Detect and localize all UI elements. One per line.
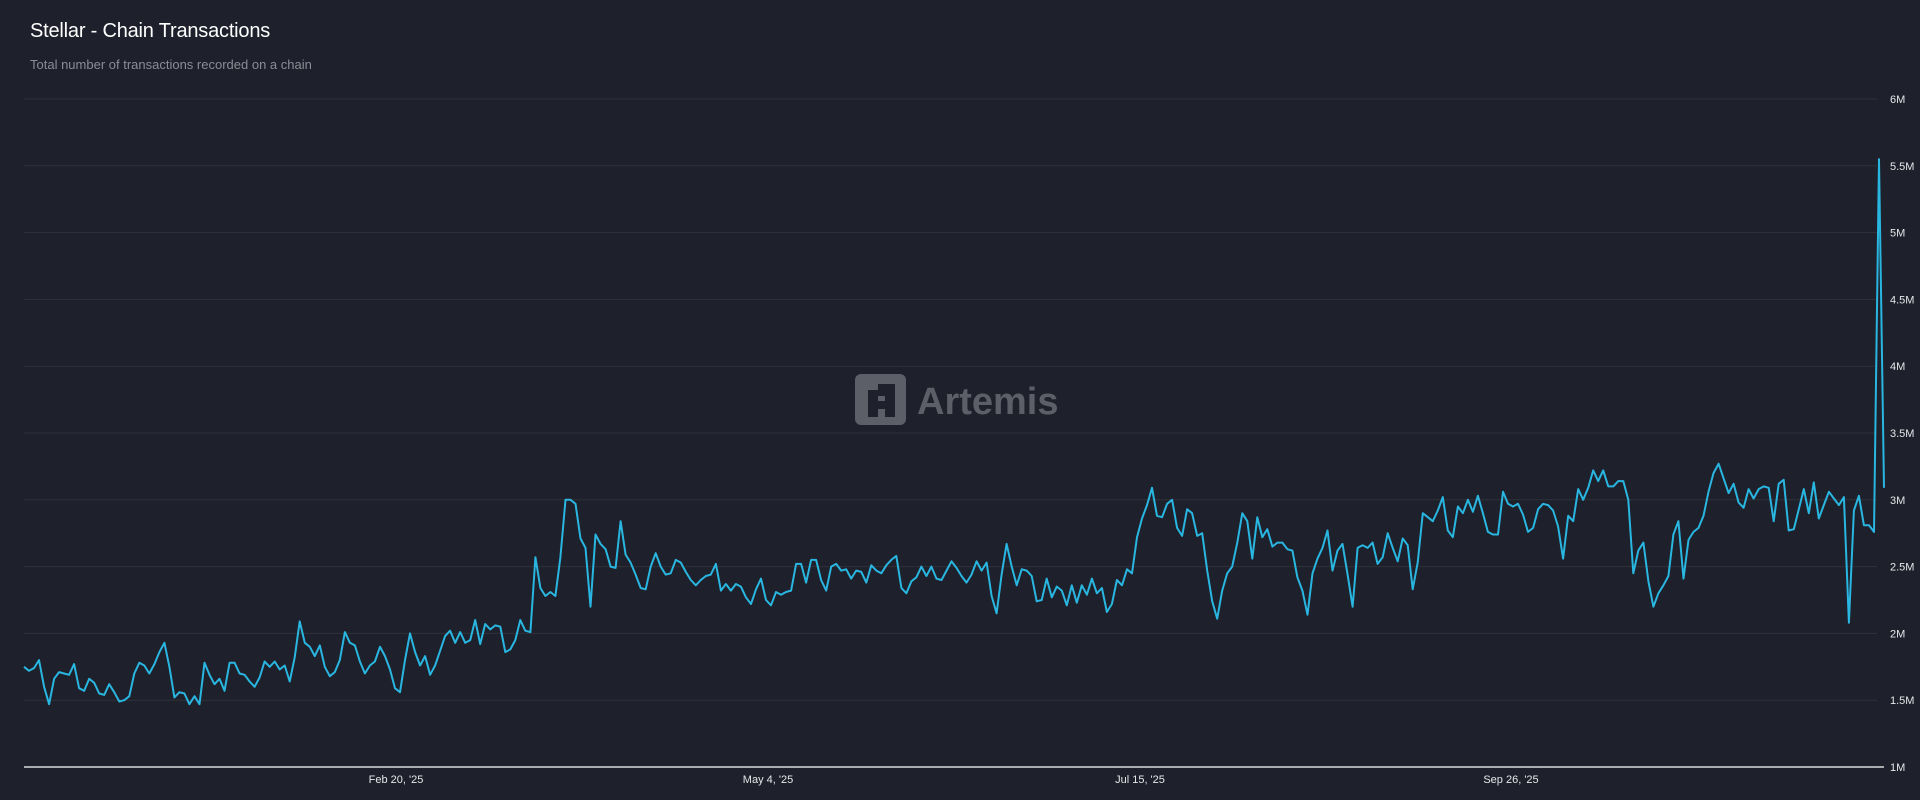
- y-tick-label: 4.5M: [1890, 294, 1914, 306]
- x-axis: Feb 20, '25 May 4, '25 Jul 15, '25 Sep 26, …: [369, 774, 1539, 786]
- x-tick-label: Sep 26, '25: [1483, 774, 1538, 786]
- y-tick-label: 1.5M: [1890, 695, 1914, 707]
- chart-subtitle: Total number of transactions recorded on…: [30, 57, 312, 72]
- y-tick-label: 5M: [1890, 228, 1905, 240]
- artemis-watermark: Artemis: [855, 374, 1059, 425]
- watermark-label: Artemis: [917, 381, 1059, 423]
- y-tick-label: 3M: [1890, 495, 1905, 507]
- y-tick-label: 5.5M: [1890, 161, 1914, 173]
- y-tick-label: 3.5M: [1890, 428, 1914, 440]
- x-tick-label: Feb 20, '25: [369, 774, 424, 786]
- series-line[interactable]: [23, 158, 1885, 706]
- artemis-logo-icon: [855, 374, 906, 425]
- y-axis: 1M 1.5M 2M 2.5M 3M 3.5M 4M 4.5M 5M 5.5M 6M: [1890, 94, 1914, 774]
- chart-title: Stellar - Chain Transactions: [30, 20, 271, 42]
- y-tick-label: 2M: [1890, 628, 1905, 640]
- y-tick-label: 2.5M: [1890, 562, 1914, 574]
- y-tick-label: 1M: [1890, 762, 1905, 774]
- x-tick-label: Jul 15, '25: [1115, 774, 1165, 786]
- grid-lines: [24, 98, 1877, 701]
- x-tick-label: May 4, '25: [743, 774, 793, 786]
- y-tick-label: 6M: [1890, 94, 1905, 106]
- y-tick-label: 4M: [1890, 361, 1905, 373]
